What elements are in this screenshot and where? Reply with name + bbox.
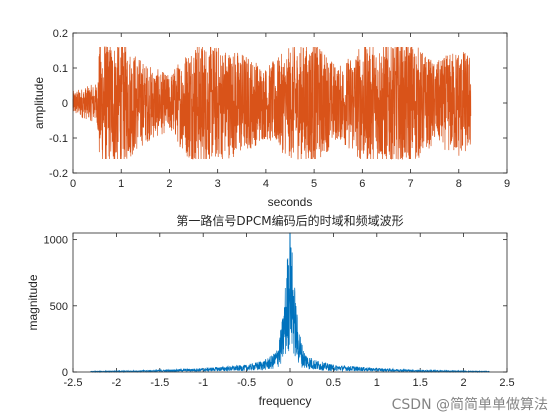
freq-ytick-label: 1000 [44, 235, 68, 247]
freq-xtick-label: 2 [461, 377, 467, 389]
time-ytick-label: 0 [62, 98, 68, 110]
freq-frame [72, 232, 508, 373]
freq-xtick-label: -2 [112, 377, 122, 389]
frequency-domain-axes: -2.5 -2 -1.5 -1 -0.5 0 0.5 1 1.5 2 2.5 0 500 1000 第一路信… [26, 213, 515, 408]
freq-xtick-label: 2.5 [499, 377, 514, 389]
time-xtick-label: 5 [311, 178, 317, 190]
freq-xtick-label: -1 [198, 377, 208, 389]
time-ytick-label: 0.1 [53, 63, 68, 75]
time-xtick-label: 2 [166, 178, 172, 190]
freq-xtick-label: 0.5 [326, 377, 341, 389]
time-frame [72, 32, 508, 174]
freq-title: 第一路信号DPCM编码后的时域和频域波形 [176, 213, 403, 228]
freq-xtick-label: 1 [374, 377, 380, 389]
freq-xtick-label: 0 [287, 377, 293, 389]
time-xtick-label: 8 [456, 178, 462, 190]
watermark: CSDN @简简单单做算法 [391, 397, 548, 413]
time-xtick-label: 6 [359, 178, 365, 190]
freq-xtick-label: -2.5 [64, 377, 83, 389]
time-ytick-label: -0.1 [49, 133, 68, 145]
freq-xtick-label: -0.5 [237, 377, 256, 389]
time-domain-axes: 0 1 2 3 4 5 6 7 8 9 -0.2 -0.1 0 0.1 0.2 seconds amplitud… [32, 28, 510, 209]
time-ylabel: amplitude [32, 77, 46, 129]
time-xtick-label: 7 [407, 178, 413, 190]
time-xlabel: seconds [268, 195, 313, 209]
freq-xlabel: frequency [259, 394, 312, 408]
time-ytick-label: -0.2 [49, 168, 68, 180]
freq-ytick-label: 500 [50, 301, 68, 313]
time-xtick-label: 4 [263, 178, 269, 190]
time-xtick-label: 9 [504, 178, 510, 190]
freq-xtick-label: -1.5 [150, 377, 169, 389]
freq-xtick-label: 1.5 [413, 377, 428, 389]
freq-ytick-label: 0 [62, 367, 68, 379]
time-xtick-label: 0 [70, 178, 76, 190]
freq-ylabel: magnitude [26, 274, 40, 330]
time-xtick-label: 1 [118, 178, 124, 190]
time-xtick-label: 3 [215, 178, 221, 190]
time-signal-line [72, 46, 472, 160]
time-ytick-label: 0.2 [53, 28, 68, 40]
